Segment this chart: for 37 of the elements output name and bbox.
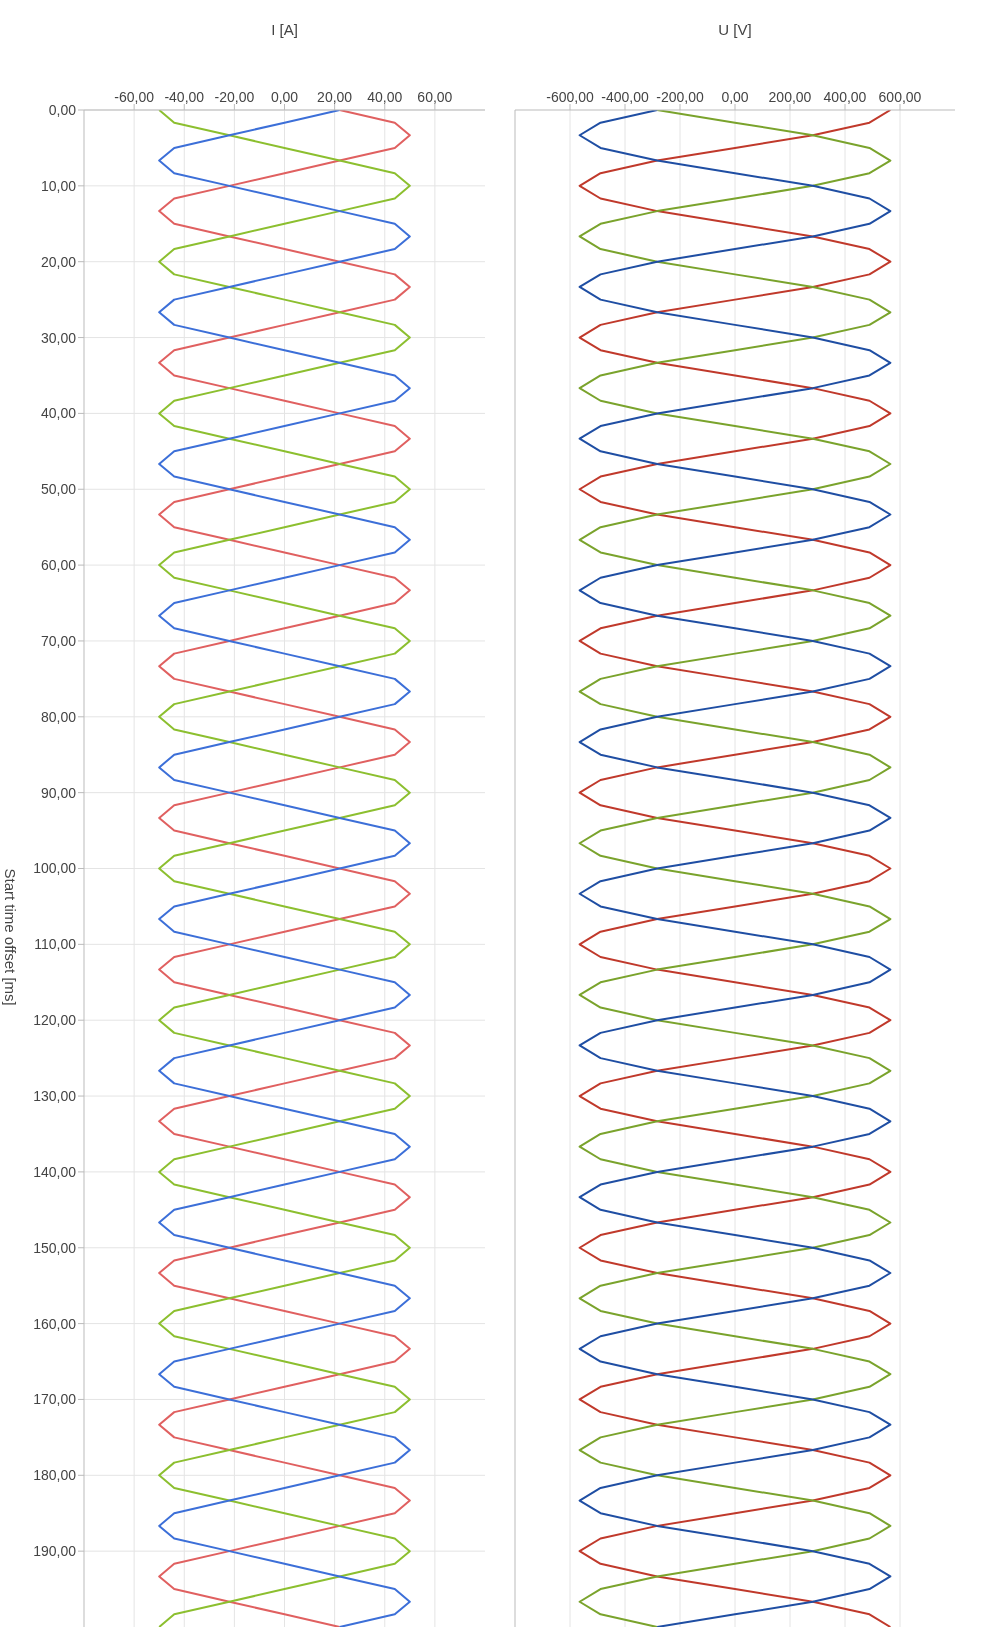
y-tick-label: 40,00 bbox=[40, 405, 77, 422]
y-tick-label: 0,00 bbox=[48, 101, 77, 118]
x-tick-label: 0,00 bbox=[721, 89, 749, 105]
y-tick-label: 20,00 bbox=[40, 253, 77, 270]
y-tick-label: 150,00 bbox=[33, 1239, 77, 1256]
x-tick-label: 60,00 bbox=[417, 89, 453, 105]
x-tick-label: 0,00 bbox=[270, 89, 299, 105]
x-tick-label: 200,00 bbox=[768, 89, 812, 105]
x-tick-label: -40,00 bbox=[164, 89, 205, 105]
y-tick-label: 90,00 bbox=[40, 784, 77, 801]
y-tick-label: 170,00 bbox=[33, 1391, 77, 1408]
y-tick-label: 80,00 bbox=[40, 708, 77, 725]
x-tick-label: -200,00 bbox=[656, 89, 704, 105]
y-tick-label: 180,00 bbox=[33, 1467, 77, 1484]
y-tick-label: 140,00 bbox=[33, 1163, 77, 1180]
y-tick-label: 30,00 bbox=[40, 329, 77, 346]
y-tick-label: 70,00 bbox=[40, 632, 77, 649]
x-tick-label: -400,00 bbox=[601, 89, 649, 105]
x-axis-title: I [A] bbox=[271, 20, 298, 38]
x-tick-label: -20,00 bbox=[214, 89, 255, 105]
y-tick-label: 160,00 bbox=[33, 1315, 77, 1332]
x-tick-label: 40,00 bbox=[367, 89, 403, 105]
x-tick-label: 400,00 bbox=[823, 89, 867, 105]
x-tick-label: -600,00 bbox=[546, 89, 594, 105]
y-tick-label: 130,00 bbox=[33, 1088, 77, 1105]
x-axis-title: U [V] bbox=[718, 20, 752, 38]
y-tick-label: 110,00 bbox=[34, 936, 77, 953]
x-tick-label: 20,00 bbox=[317, 89, 353, 105]
y-tick-label: 100,00 bbox=[33, 860, 77, 877]
x-tick-label: -60,00 bbox=[114, 89, 155, 105]
y-tick-label: 190,00 bbox=[33, 1543, 77, 1560]
y-axis-title: Start time offset [ms] bbox=[1, 868, 19, 1006]
y-tick-label: 120,00 bbox=[33, 1012, 77, 1029]
y-tick-label: 60,00 bbox=[40, 557, 77, 574]
x-tick-label: 600,00 bbox=[878, 89, 922, 105]
y-tick-label: 50,00 bbox=[40, 481, 77, 498]
y-tick-label: 10,00 bbox=[40, 177, 77, 194]
